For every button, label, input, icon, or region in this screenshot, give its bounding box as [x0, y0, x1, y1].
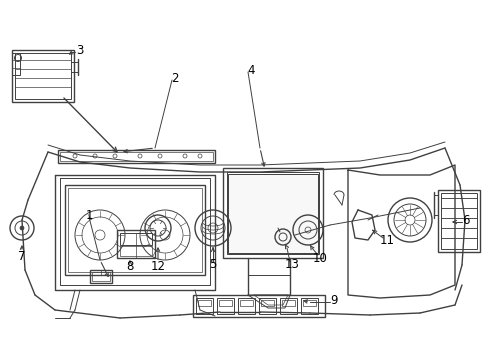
Bar [92, 272, 110, 281]
Bar [217, 298, 234, 314]
Text: 8: 8 [126, 260, 134, 273]
Text: 3: 3 [76, 44, 84, 57]
Bar [228, 174, 318, 253]
Bar [282, 300, 295, 306]
Bar [65, 185, 205, 275]
Bar [15, 53, 71, 99]
Text: 4: 4 [247, 63, 255, 77]
Bar [68, 188, 202, 272]
Bar [90, 270, 112, 283]
Bar [301, 298, 318, 314]
Bar [219, 300, 232, 306]
Bar [58, 150, 215, 163]
Circle shape [20, 226, 24, 230]
Bar [259, 298, 276, 314]
Bar [120, 233, 152, 245]
Text: 1: 1 [85, 208, 93, 221]
Text: 12: 12 [150, 260, 166, 273]
Bar [238, 298, 255, 314]
Bar [240, 300, 253, 306]
Text: 2: 2 [171, 72, 179, 85]
Bar [261, 300, 274, 306]
Text: 5: 5 [209, 258, 217, 271]
Bar [12, 53, 20, 75]
Bar [60, 152, 213, 161]
Bar [12, 50, 74, 102]
Text: 11: 11 [379, 234, 394, 247]
Bar [438, 190, 480, 252]
Text: 6: 6 [462, 213, 470, 226]
Bar [441, 193, 477, 249]
Text: 10: 10 [313, 252, 327, 265]
Bar [120, 246, 152, 256]
Bar [117, 230, 155, 258]
Bar [198, 300, 211, 306]
Bar [227, 172, 319, 254]
Bar [303, 300, 316, 306]
Bar [193, 295, 325, 317]
Bar [223, 168, 323, 258]
Text: 7: 7 [18, 249, 26, 262]
Bar [196, 298, 213, 314]
Text: 9: 9 [330, 294, 338, 307]
Text: 13: 13 [285, 257, 299, 270]
Bar [280, 298, 297, 314]
